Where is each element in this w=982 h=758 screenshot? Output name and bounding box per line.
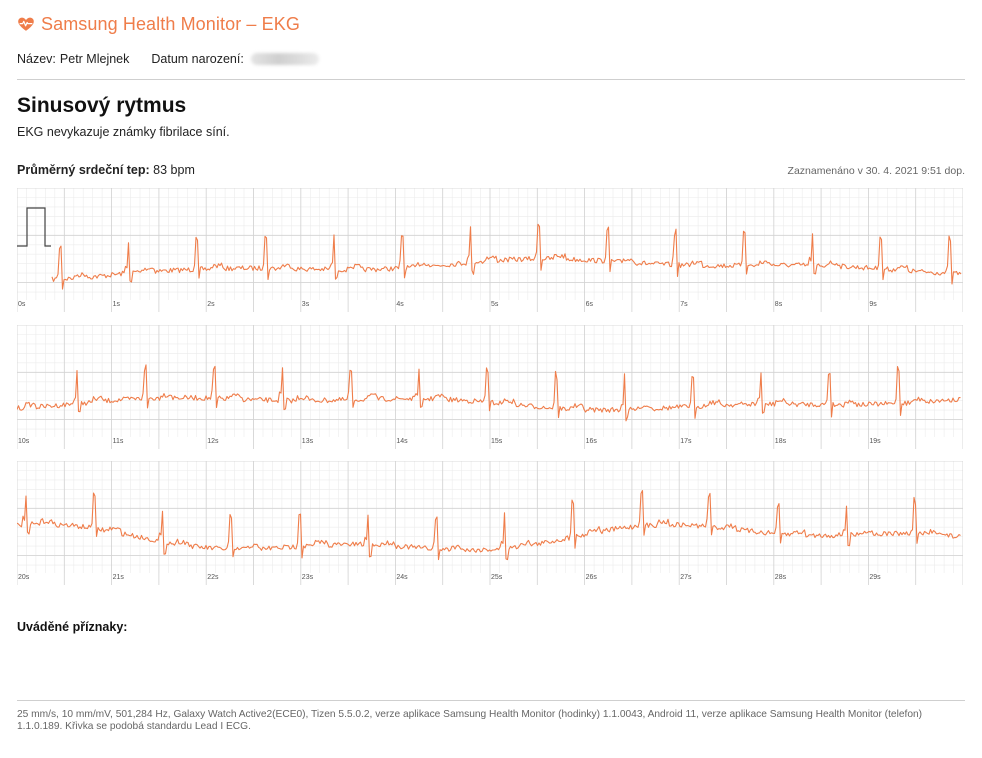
- time-tick-label: 26s: [585, 574, 597, 581]
- time-tick-label: 29s: [869, 574, 881, 581]
- heart-rate: Průměrný srdeční tep: 83 bpm: [17, 163, 195, 177]
- time-tick-label: 23s: [301, 574, 314, 581]
- recorded-timestamp: Zaznamenáno v 30. 4. 2021 9:51 dop.: [787, 165, 965, 177]
- time-tick-label: 22s: [207, 574, 219, 581]
- grid-major: [17, 325, 963, 449]
- time-tick-label: 18s: [774, 438, 787, 445]
- calibration-pulse: [17, 207, 51, 247]
- time-tick-label: 2s: [207, 301, 215, 308]
- time-tick-label: 12s: [207, 438, 219, 445]
- diagnosis-title: Sinusový rytmus: [17, 94, 187, 117]
- time-tick-label: 19s: [869, 438, 881, 445]
- time-tick-label: 6s: [585, 301, 593, 308]
- name-label: Název:: [17, 52, 56, 66]
- ecg-trace: [17, 364, 961, 422]
- time-tick-label: 17s: [680, 438, 692, 445]
- time-tick-label: 7s: [680, 301, 688, 308]
- ecg-trace: [51, 223, 962, 290]
- ecg-chart: [17, 461, 963, 585]
- time-tick-label: 4s: [396, 301, 404, 308]
- time-tick-label: 1s: [112, 301, 120, 308]
- time-tick-label: 21s: [112, 574, 124, 581]
- time-tick-label: 13s: [301, 438, 314, 445]
- app-title: Samsung Health Monitor – EKG: [41, 13, 300, 34]
- time-tick-label: 8s: [774, 301, 783, 308]
- ecg-strip-2: 10s 11s 12s 13s 14s 15s 16s 17s 18s 19s: [17, 325, 963, 449]
- time-tick-label: 11s: [112, 438, 124, 445]
- time-tick-label: 14s: [396, 438, 408, 445]
- time-tick-label: 16s: [585, 438, 597, 445]
- time-tick-label: 9s: [869, 301, 877, 308]
- time-tick-label: 10s: [18, 438, 30, 445]
- time-tick-label: 0s: [18, 301, 26, 308]
- ecg-strip-1: 0s 1s 2s 3s 4s 5s 6s 7s 8s 9s: [17, 188, 963, 312]
- footer-note: 25 mm/s, 10 mm/mV, 501,284 Hz, Galaxy Wa…: [17, 709, 923, 732]
- grid-minor: [17, 325, 963, 437]
- grid-minor: [17, 461, 963, 573]
- ecg-trace: [17, 490, 961, 561]
- time-tick-label: 25s: [491, 574, 503, 581]
- grid-major: [17, 461, 963, 585]
- time-tick-label: 27s: [680, 574, 692, 581]
- app-header: Samsung Health Monitor – EKG: [17, 10, 300, 38]
- grid-major: [17, 188, 963, 312]
- time-tick-label: 24s: [396, 574, 408, 581]
- ecg-chart: [17, 325, 963, 449]
- birth-date-redacted: [250, 53, 319, 65]
- time-tick-label: 5s: [491, 301, 499, 308]
- footer-divider: [17, 700, 965, 701]
- name-value: Petr Mlejnek: [59, 52, 130, 66]
- ecg-strip-3: 20s 21s 22s 23s 24s 25s 26s 27s 28s 29s: [17, 461, 963, 585]
- heart-rate-label: Průměrný srdeční tep:: [17, 163, 150, 177]
- time-tick-label: 28s: [774, 574, 787, 581]
- ecg-chart: [17, 188, 963, 312]
- time-tick-label: 15s: [491, 438, 503, 445]
- time-tick-label: 20s: [18, 574, 30, 581]
- diagnosis-description: EKG nevykazuje známky fibrilace síní.: [17, 125, 230, 139]
- symptoms-label: Uváděné příznaky:: [17, 620, 128, 634]
- grid-minor: [17, 188, 963, 300]
- heart-rate-value: 83 bpm: [153, 163, 195, 177]
- time-tick-label: 3s: [301, 301, 310, 308]
- patient-info: Název: Petr Mlejnek Datum narození:: [17, 52, 319, 66]
- birth-date-label: Datum narození:: [151, 52, 244, 66]
- header-divider: [17, 79, 965, 80]
- heart-pulse-icon: [18, 17, 34, 31]
